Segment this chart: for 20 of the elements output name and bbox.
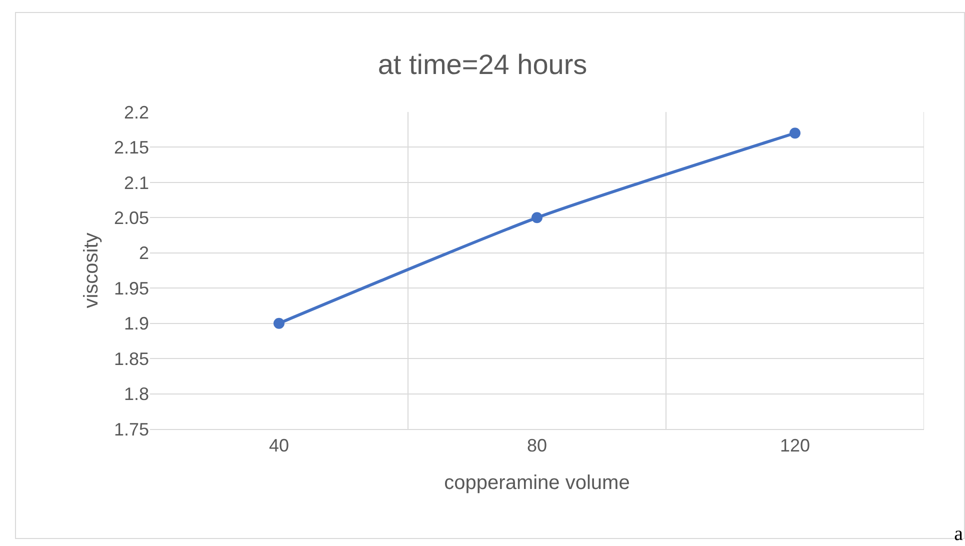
y-tick-label: 2.15 — [114, 138, 149, 158]
x-tick-label: 80 — [526, 436, 548, 456]
y-tick-label: 2.2 — [124, 102, 149, 122]
y-tick-label: 2.1 — [124, 172, 149, 193]
point — [274, 318, 284, 329]
y-tick-label: 2.05 — [114, 208, 149, 228]
x-tick-label: 120 — [780, 436, 810, 456]
text: a — [954, 523, 963, 546]
point — [532, 212, 542, 224]
x-tick-label: 40 — [268, 436, 290, 456]
chart-title: at time=24 hours — [378, 49, 588, 80]
y-tick-label: 2 — [138, 243, 149, 264]
x-axis-title: copperamine volume — [444, 472, 630, 494]
y-tick-label: 1.95 — [114, 278, 149, 298]
y-axis-title: viscosity — [80, 232, 102, 308]
y-tick-label: 1.75 — [114, 419, 149, 440]
y-tick-label: 1.85 — [114, 348, 149, 369]
y-tick-label: 1.9 — [124, 314, 149, 334]
point — [790, 128, 800, 139]
y-tick-label: 1.8 — [124, 384, 149, 404]
